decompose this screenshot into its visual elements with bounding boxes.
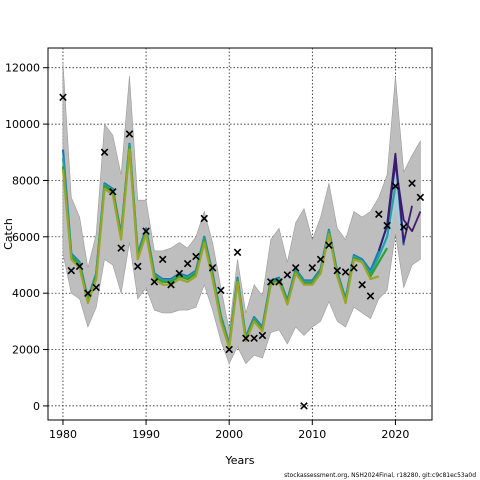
observed-point (84, 289, 92, 297)
observed-point (333, 266, 342, 275)
observed-point (275, 278, 283, 286)
x-tick-label: 1980 (49, 428, 77, 441)
x-tick-label: 2000 (215, 428, 243, 441)
fitted-lines (61, 142, 422, 350)
observed-point (150, 278, 159, 286)
observed-point (358, 280, 366, 289)
observed-point (217, 286, 225, 295)
observed-point (375, 210, 383, 219)
observed-point (316, 255, 325, 264)
observed-point (258, 331, 267, 340)
observed-point (134, 262, 142, 271)
observed-point (167, 280, 175, 289)
observed-point (175, 269, 184, 278)
observed-point (225, 345, 233, 354)
y-tick-label: 0 (33, 400, 40, 413)
observed-point (366, 292, 375, 300)
observed-point (408, 179, 416, 188)
x-tick-label: 2010 (298, 428, 326, 441)
observed-point (92, 283, 100, 292)
observed-point (142, 227, 150, 235)
observed-points (59, 93, 425, 410)
observed-point (391, 182, 400, 190)
observed-point (300, 402, 308, 410)
x-axis: 1980 1990 2000 2010 2020 (49, 420, 409, 441)
observed-point (75, 262, 84, 271)
observed-point (67, 266, 76, 275)
x-tick-label: 2020 (381, 428, 409, 441)
observed-point (208, 264, 217, 272)
observed-point (100, 148, 109, 157)
observed-point (125, 130, 134, 138)
footer-credit: stockassessment.org, NSH2024Final, r1828… (284, 472, 476, 479)
observed-point (183, 259, 192, 268)
x-axis-title: Years (224, 454, 254, 467)
observed-point (266, 278, 275, 286)
observed-point (158, 255, 167, 264)
y-tick-label: 12000 (5, 62, 40, 75)
y-axis-title: Catch (2, 218, 15, 250)
x-tick-label: 1990 (132, 428, 160, 441)
y-tick-label: 8000 (12, 174, 40, 187)
observed-point (192, 252, 200, 261)
y-tick-label: 2000 (12, 344, 40, 357)
y-tick-label: 6000 (12, 231, 40, 244)
observed-point (350, 264, 358, 272)
y-tick-label: 4000 (12, 287, 40, 300)
observed-point (325, 241, 333, 250)
observed-point (250, 334, 258, 343)
plot-frame (47, 47, 433, 421)
observed-point (283, 271, 292, 279)
y-axis: 0 2000 4000 6000 8000 10000 12000 (5, 62, 48, 413)
observed-point (399, 223, 408, 231)
observed-point (109, 187, 117, 196)
observed-point (291, 264, 300, 272)
observed-point (59, 93, 67, 102)
observed-point (383, 221, 391, 230)
observed-point (200, 214, 209, 223)
series-line-6 (386, 162, 422, 233)
observed-point (308, 264, 317, 272)
confidence-band-area (62, 62, 421, 365)
y-tick-label: 10000 (5, 118, 40, 131)
observed-point (416, 193, 425, 202)
observed-point (242, 334, 250, 343)
observed-point (233, 248, 242, 257)
observed-point (117, 244, 125, 252)
observed-point (341, 268, 350, 276)
